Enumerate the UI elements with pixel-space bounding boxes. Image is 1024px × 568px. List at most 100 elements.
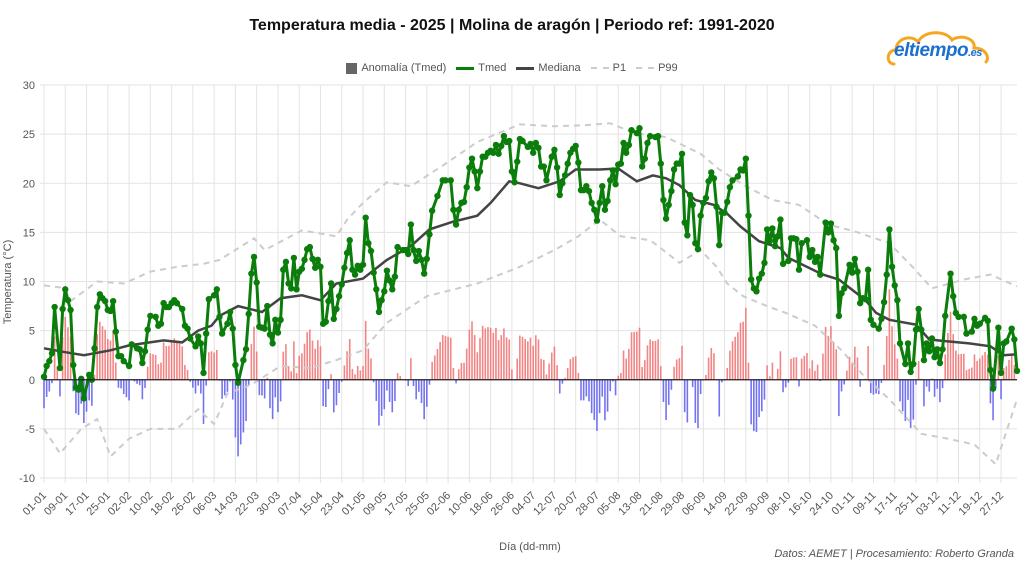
credits: Datos: AEMET | Procesamiento: Roberto Gr… bbox=[774, 548, 1014, 560]
anomaly-bar bbox=[362, 365, 364, 380]
tmed-point bbox=[548, 153, 555, 160]
anomaly-bar bbox=[792, 357, 795, 380]
tmed-point bbox=[511, 179, 518, 186]
anomaly-bar bbox=[944, 354, 947, 380]
legend-label: Anomalía (Tmed) bbox=[361, 62, 447, 74]
anomaly-bar bbox=[803, 355, 806, 380]
tmed-point bbox=[949, 293, 957, 300]
tmed-point bbox=[684, 232, 691, 239]
tmed-point bbox=[117, 352, 125, 360]
legend-label: P1 bbox=[612, 62, 627, 74]
tmed-point bbox=[202, 330, 210, 337]
anomaly-bar bbox=[885, 335, 888, 380]
anomaly-bar bbox=[532, 345, 534, 380]
tmed-point bbox=[370, 269, 377, 276]
tmed-point bbox=[710, 175, 718, 182]
tmed-point bbox=[936, 359, 944, 367]
legend-item-mediana[interactable]: Mediana bbox=[516, 62, 581, 74]
anomaly-bar bbox=[237, 379, 239, 457]
tmed-point bbox=[875, 325, 882, 332]
anomaly-bar bbox=[675, 359, 678, 380]
tmed-point bbox=[242, 346, 250, 353]
tmed-point bbox=[343, 249, 351, 257]
anomaly-bar bbox=[479, 338, 481, 380]
tmed-point bbox=[811, 258, 819, 266]
tmed-point bbox=[734, 173, 742, 180]
anomaly-bar bbox=[779, 351, 782, 380]
tmed-point bbox=[434, 192, 441, 200]
anomaly-bar bbox=[324, 379, 327, 407]
tmed-point bbox=[325, 297, 332, 305]
anomaly-bar bbox=[947, 333, 949, 380]
legend-item-tmed[interactable]: Tmed bbox=[456, 62, 506, 74]
anomaly-bar bbox=[952, 334, 954, 380]
tmed-point bbox=[410, 246, 417, 254]
tmed-point bbox=[726, 183, 734, 191]
y-tick-label: -10 bbox=[19, 473, 35, 485]
y-tick-label: -5 bbox=[25, 424, 35, 436]
tmed-point bbox=[218, 330, 226, 337]
tmed-point bbox=[423, 255, 431, 263]
anomaly-bar bbox=[1008, 360, 1010, 380]
anomaly-bar bbox=[795, 357, 798, 380]
anomaly-bar bbox=[814, 370, 816, 380]
tmed-point bbox=[455, 206, 462, 213]
tmed-point bbox=[386, 277, 393, 284]
tmed-point bbox=[561, 172, 569, 179]
y-tick-label: 0 bbox=[29, 375, 35, 387]
anomaly-bar bbox=[848, 356, 851, 380]
tmed-point bbox=[476, 168, 484, 175]
anomaly-bar bbox=[197, 379, 199, 386]
y-tick-label: 10 bbox=[23, 277, 35, 289]
anomaly-bar bbox=[957, 354, 960, 380]
anomaly-bar bbox=[205, 379, 207, 386]
anomaly-bar bbox=[370, 358, 372, 380]
tmed-point bbox=[864, 266, 872, 273]
tmed-point bbox=[641, 155, 649, 162]
anomaly-bar bbox=[622, 350, 625, 380]
tmed-point bbox=[888, 263, 896, 270]
tmed-point bbox=[971, 315, 978, 323]
tmed-point bbox=[997, 369, 1005, 377]
legend-item-p1[interactable]: P1 bbox=[590, 62, 627, 74]
tmed-point bbox=[625, 141, 633, 149]
anomaly-bar bbox=[790, 358, 792, 380]
anomaly-bar bbox=[992, 379, 994, 421]
legend-item-anomalia[interactable]: Anomalía (Tmed) bbox=[346, 62, 446, 74]
anomaly-bar bbox=[585, 379, 588, 397]
anomaly-bar bbox=[787, 379, 790, 383]
tmed-point bbox=[357, 266, 364, 273]
eltiempo-logo[interactable]: eltiempo.es bbox=[886, 28, 996, 68]
tmed-point bbox=[70, 361, 77, 369]
legend: Anomalía (Tmed) Tmed Mediana P1 P99 bbox=[0, 62, 1024, 74]
tmed-point bbox=[779, 260, 787, 268]
tmed-point bbox=[1008, 325, 1015, 332]
tmed-point bbox=[902, 360, 909, 368]
anomaly-bar bbox=[577, 372, 580, 380]
anomaly-bar bbox=[170, 341, 173, 380]
anomaly-bar bbox=[317, 340, 319, 380]
tmed-point bbox=[660, 196, 667, 204]
anomaly-bar bbox=[287, 366, 290, 380]
anomaly-bar bbox=[917, 361, 920, 380]
tmed-point bbox=[490, 149, 497, 156]
tmed-point bbox=[248, 270, 255, 277]
tmed-point bbox=[535, 144, 542, 152]
anomaly-bar bbox=[835, 349, 838, 380]
tmed-point bbox=[543, 177, 550, 184]
tmed-point bbox=[192, 343, 199, 350]
tmed-point bbox=[745, 212, 752, 219]
legend-swatch-tmed bbox=[456, 66, 475, 70]
anomaly-bar bbox=[601, 379, 604, 397]
tmed-point bbox=[931, 353, 938, 361]
legend-item-p99[interactable]: P99 bbox=[636, 62, 678, 74]
anomaly-bar bbox=[1005, 366, 1008, 380]
anomaly-bar bbox=[91, 379, 93, 406]
anomaly-bar bbox=[644, 360, 646, 380]
tmed-point bbox=[293, 286, 300, 293]
tmed-point bbox=[383, 267, 391, 274]
anomaly-bar bbox=[263, 379, 266, 399]
legend-label: Mediana bbox=[538, 62, 581, 74]
tmed-point bbox=[290, 254, 298, 262]
anomaly-bar bbox=[335, 379, 338, 406]
